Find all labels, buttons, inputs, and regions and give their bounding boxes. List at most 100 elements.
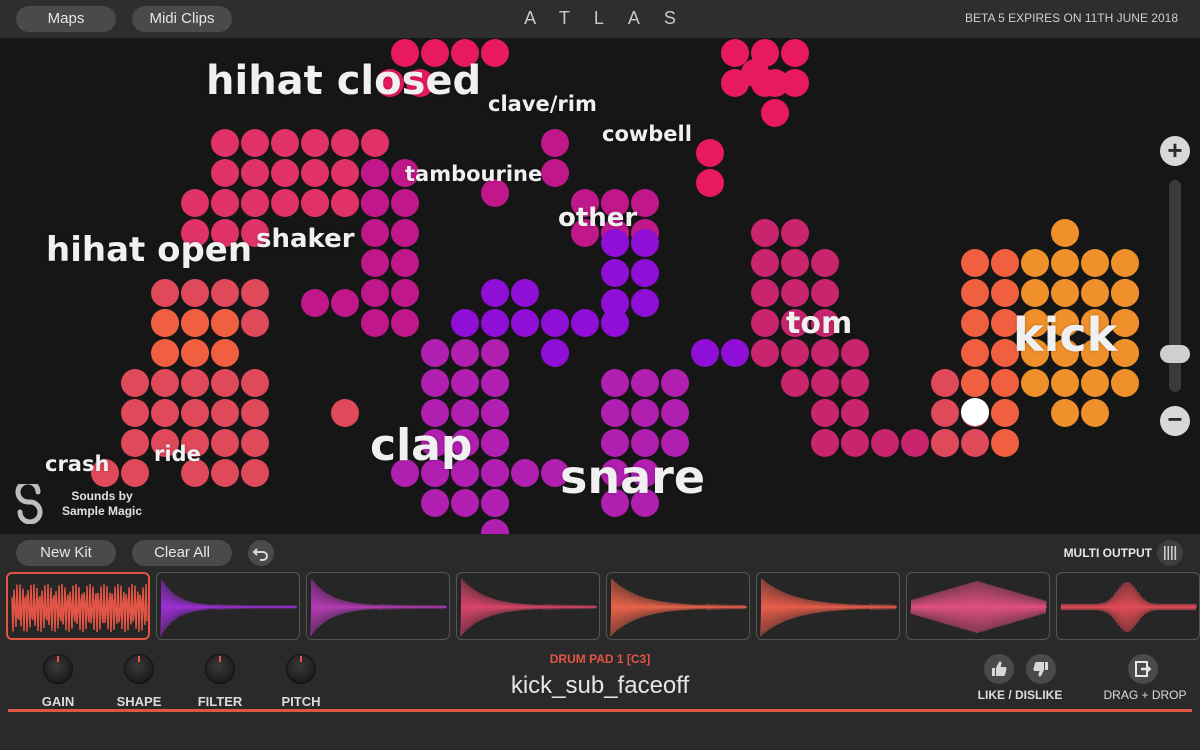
shape-knob[interactable] — [124, 654, 154, 684]
sample-dot[interactable] — [421, 429, 449, 457]
sample-dot[interactable] — [781, 339, 809, 367]
sample-dot[interactable] — [91, 459, 119, 487]
sample-dot[interactable] — [241, 309, 269, 337]
tab-maps[interactable]: Maps — [16, 6, 116, 32]
sample-dot[interactable] — [481, 429, 509, 457]
sample-dot[interactable] — [601, 289, 629, 317]
sample-dot[interactable] — [931, 369, 959, 397]
sample-dot[interactable] — [151, 369, 179, 397]
sample-dot[interactable] — [181, 399, 209, 427]
drag-drop-button[interactable] — [1128, 654, 1158, 684]
sample-dot[interactable] — [301, 189, 329, 217]
sample-dot[interactable] — [1051, 369, 1079, 397]
sample-dot[interactable] — [661, 399, 689, 427]
sample-dot[interactable] — [241, 189, 269, 217]
sample-dot[interactable] — [961, 339, 989, 367]
sample-dot[interactable] — [901, 429, 929, 457]
sample-dot[interactable] — [696, 169, 724, 197]
pitch-knob[interactable] — [286, 654, 316, 684]
sample-dot[interactable] — [361, 249, 389, 277]
sample-dot[interactable] — [211, 129, 239, 157]
sample-dot[interactable] — [1111, 309, 1139, 337]
sample-dot[interactable] — [1021, 249, 1049, 277]
sample-dot[interactable] — [1081, 339, 1109, 367]
sample-dot[interactable] — [361, 219, 389, 247]
sample-dot[interactable] — [151, 279, 179, 307]
sample-dot[interactable] — [1051, 339, 1079, 367]
sample-dot[interactable] — [571, 189, 599, 217]
sample-dot[interactable] — [751, 219, 779, 247]
tab-midi-clips[interactable]: Midi Clips — [132, 6, 232, 32]
sample-dot[interactable] — [601, 489, 629, 517]
sample-dot[interactable] — [481, 39, 509, 67]
sample-dot[interactable] — [241, 459, 269, 487]
sample-dot[interactable] — [481, 399, 509, 427]
sample-dot[interactable] — [391, 249, 419, 277]
sample-dot[interactable] — [361, 159, 389, 187]
sample-dot[interactable] — [331, 189, 359, 217]
sample-dot[interactable] — [841, 429, 869, 457]
sample-dot[interactable] — [181, 459, 209, 487]
multi-output-toggle[interactable] — [1157, 540, 1183, 566]
sample-dot[interactable] — [361, 189, 389, 217]
sample-dot[interactable] — [991, 339, 1019, 367]
sample-dot[interactable] — [1081, 309, 1109, 337]
sample-dot[interactable] — [376, 69, 404, 97]
sample-dot[interactable] — [361, 129, 389, 157]
sample-dot[interactable] — [601, 399, 629, 427]
sample-dot[interactable] — [601, 229, 629, 257]
sample-dot[interactable] — [661, 429, 689, 457]
sample-dot[interactable] — [761, 99, 789, 127]
sample-dot[interactable] — [571, 309, 599, 337]
sample-dot[interactable] — [721, 339, 749, 367]
sample-dot[interactable] — [631, 369, 659, 397]
sample-dot[interactable] — [181, 189, 209, 217]
sample-dot[interactable] — [811, 399, 839, 427]
sample-dot[interactable] — [211, 399, 239, 427]
sample-dot[interactable] — [451, 339, 479, 367]
sample-dot[interactable] — [271, 129, 299, 157]
sample-dot[interactable] — [1051, 279, 1079, 307]
sample-dot[interactable] — [781, 69, 809, 97]
sample-dot[interactable] — [151, 429, 179, 457]
sample-dot[interactable] — [331, 399, 359, 427]
sample-dot[interactable] — [121, 429, 149, 457]
drum-pad-3[interactable] — [306, 572, 450, 640]
sample-dot[interactable] — [451, 399, 479, 427]
sample-dot[interactable] — [931, 429, 959, 457]
like-button[interactable] — [984, 654, 1014, 684]
sample-dot[interactable] — [121, 459, 149, 487]
sample-dot[interactable] — [1051, 309, 1079, 337]
sample-dot[interactable] — [181, 369, 209, 397]
sample-dot[interactable] — [601, 259, 629, 287]
zoom-out-button[interactable]: − — [1160, 406, 1190, 436]
sample-dot[interactable] — [421, 369, 449, 397]
sample-dot[interactable] — [961, 309, 989, 337]
sample-dot[interactable] — [811, 429, 839, 457]
sample-dot[interactable] — [691, 339, 719, 367]
sample-dot[interactable] — [181, 309, 209, 337]
sample-dot[interactable] — [211, 429, 239, 457]
sample-dot[interactable] — [751, 249, 779, 277]
sample-dot[interactable] — [601, 369, 629, 397]
sample-dot[interactable] — [811, 369, 839, 397]
sample-dot[interactable] — [811, 339, 839, 367]
sample-dot[interactable] — [391, 219, 419, 247]
sample-dot[interactable] — [151, 309, 179, 337]
clear-all-button[interactable]: Clear All — [132, 540, 232, 566]
undo-button[interactable] — [248, 540, 274, 566]
sample-dot[interactable] — [331, 129, 359, 157]
sample-dot[interactable] — [1081, 279, 1109, 307]
drum-pad-4[interactable] — [456, 572, 600, 640]
sample-dot[interactable] — [331, 159, 359, 187]
sample-dot[interactable] — [406, 69, 434, 97]
sample-dot[interactable] — [511, 279, 539, 307]
sample-dot[interactable] — [181, 429, 209, 457]
sample-dot[interactable] — [1111, 249, 1139, 277]
sample-dot[interactable] — [211, 189, 239, 217]
sample-dot[interactable] — [781, 249, 809, 277]
sample-dot[interactable] — [211, 279, 239, 307]
sample-dot[interactable] — [1111, 369, 1139, 397]
sample-dot[interactable] — [301, 289, 329, 317]
sample-dot[interactable] — [631, 189, 659, 217]
